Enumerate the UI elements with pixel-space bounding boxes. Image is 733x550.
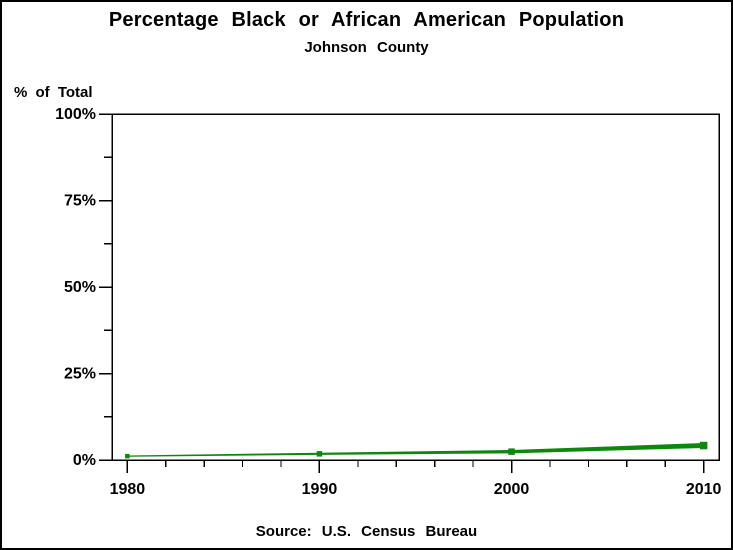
- chart-title: Percentage Black or African American Pop…: [108, 9, 625, 31]
- x-tick-label: 2010: [686, 481, 722, 498]
- x-tick-label: 1980: [110, 481, 146, 498]
- data-point-marker: [125, 453, 130, 459]
- x-tick-label: 1990: [302, 481, 338, 498]
- data-line: [127, 443, 704, 457]
- data-point-marker: [508, 448, 515, 455]
- chart-subtitle: Johnson County: [304, 39, 429, 56]
- y-tick-label: 75%: [64, 193, 96, 210]
- y-tick-label: 50%: [64, 279, 96, 296]
- plot-box: [111, 113, 720, 461]
- x-tick-label: 2000: [494, 481, 530, 498]
- y-tick-label: 0%: [73, 452, 96, 469]
- y-axis-label: % of Total: [14, 84, 93, 101]
- data-point-marker: [316, 451, 323, 457]
- y-tick-label: 25%: [64, 366, 96, 383]
- y-tick-label: 100%: [55, 106, 96, 123]
- data-point-marker: [699, 441, 708, 450]
- source-note: Source: U.S. Census Bureau: [255, 523, 478, 540]
